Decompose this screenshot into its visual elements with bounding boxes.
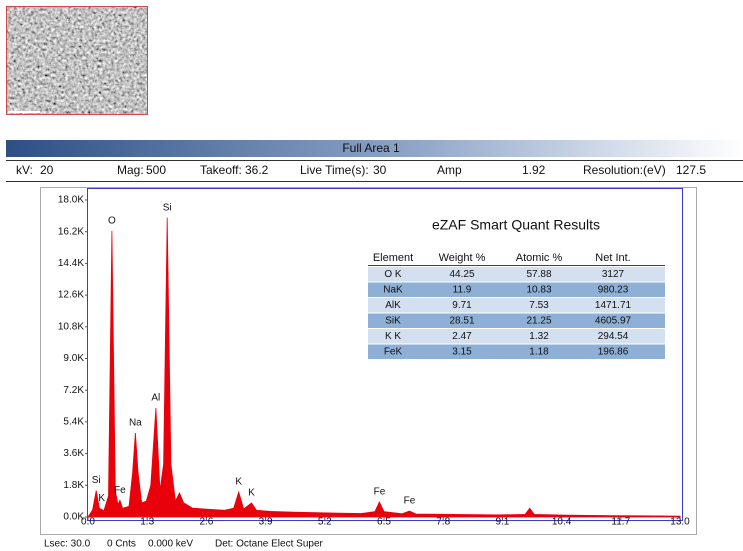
- x-tick-label: 9.1: [495, 517, 509, 528]
- info-value: 30: [373, 163, 387, 177]
- table-cell: 2.47: [452, 331, 472, 342]
- x-tick-label: 0.0: [81, 517, 95, 528]
- table-row: [368, 282, 665, 297]
- table-row: [368, 267, 665, 282]
- table-row: [368, 298, 665, 313]
- info-label: Takeoff:: [200, 163, 242, 177]
- info-value: 1.92: [522, 163, 546, 177]
- table-header: Atomic %: [516, 252, 563, 264]
- table-cell: 4605.97: [595, 316, 632, 327]
- content: kV: 20 Mag: 500 Takeoff: 36.2 Live Time(s): 30 A…: [16, 163, 706, 549]
- table-cell: 3.15: [452, 347, 472, 358]
- peak-label: Fe: [404, 496, 416, 507]
- y-tick-label: 3.6K: [63, 448, 84, 459]
- info-label: Live Time(s):: [300, 163, 369, 177]
- chart-frame: [40, 187, 697, 535]
- table-header: Net Int.: [595, 252, 630, 264]
- x-tick-label: 1.3: [140, 517, 154, 528]
- table-cell: 44.25: [449, 269, 474, 280]
- table-cell: 1471.71: [595, 300, 632, 311]
- y-tick-label: 14.4K: [58, 258, 84, 269]
- info-label: Mag:: [117, 163, 144, 177]
- x-tick-label: 3.9: [259, 517, 273, 528]
- x-tick-label: 5.2: [318, 517, 332, 528]
- table-row: [368, 344, 665, 359]
- header-title: Full Area 1: [342, 141, 400, 155]
- peak-label: Si: [92, 475, 101, 486]
- spectrum: [87, 217, 681, 518]
- x-tick-label: 11.7: [611, 517, 630, 528]
- info-value: 20: [40, 163, 54, 177]
- x-tick-label: 7.8: [436, 517, 450, 528]
- table-cell: 3127: [602, 269, 625, 280]
- table-cell: 10.83: [526, 285, 551, 296]
- sem-image: [6, 6, 148, 115]
- footer-text: Lsec: 30.0: [44, 539, 91, 550]
- x-tick-label: 6.5: [377, 517, 391, 528]
- y-tick-label: 1.8K: [63, 480, 84, 491]
- table-row: [368, 329, 665, 344]
- info-value: 36.2: [245, 163, 269, 177]
- table-cell: K K: [385, 331, 401, 342]
- info-label: kV:: [16, 163, 33, 177]
- table-cell: FeK: [384, 347, 403, 358]
- image-border: [6, 6, 148, 115]
- y-tick-label: 5.4K: [63, 417, 84, 428]
- table-cell: NaK: [383, 285, 403, 296]
- y-tick-label: 10.8K: [58, 321, 84, 332]
- peak-label: Na: [129, 418, 142, 429]
- y-tick-label: 9.0K: [63, 353, 84, 364]
- peak-label: Fe: [374, 487, 386, 498]
- header-bar: [6, 140, 743, 157]
- table-cell: 57.88: [526, 269, 551, 280]
- table-cell: AlK: [385, 300, 401, 311]
- plot-border: [87, 188, 683, 521]
- peak-label: K: [248, 488, 255, 499]
- table-header: Element: [373, 252, 413, 264]
- y-tick-label: 12.6K: [58, 290, 84, 301]
- table-cell: 1.18: [529, 347, 549, 358]
- table-title: eZAF Smart Quant Results: [432, 217, 600, 233]
- table-cell: 9.71: [452, 300, 472, 311]
- footer-text: 0.000 keV: [148, 539, 193, 550]
- footer-text: 0 Cnts: [107, 539, 136, 550]
- table-row: [368, 313, 665, 328]
- info-value: 127.5: [676, 163, 706, 177]
- info-label: Resolution:(eV): [583, 163, 666, 177]
- table-cell: 196.86: [598, 347, 629, 358]
- table-cell: 7.53: [529, 300, 549, 311]
- table-cell: 11.9: [453, 285, 472, 296]
- y-tick-label: 0.0K: [63, 512, 84, 523]
- peak-label: Al: [151, 393, 160, 404]
- table-header: Weight %: [439, 252, 486, 264]
- y-tick-label: 16.2K: [58, 226, 84, 237]
- info-label: Amp: [437, 163, 462, 177]
- peak-label: Si: [163, 202, 172, 213]
- table-cell: 980.23: [598, 285, 629, 296]
- peak-label: K: [98, 493, 105, 504]
- table-cell: 28.51: [449, 316, 474, 327]
- x-tick-label: 10.4: [552, 517, 572, 528]
- table-cell: 21.25: [526, 316, 551, 327]
- table-cell: SiK: [385, 316, 401, 327]
- footer-text: Det: Octane Elect Super: [215, 539, 324, 550]
- peak-label: O: [108, 216, 116, 227]
- x-tick-label: 2.6: [199, 517, 213, 528]
- peak-label: K: [235, 477, 242, 488]
- y-tick-label: 7.2K: [63, 385, 84, 396]
- table-cell: O K: [384, 269, 402, 280]
- table-cell: 294.54: [598, 331, 629, 342]
- y-tick-label: 18.0K: [58, 195, 84, 206]
- table-cell: 1.32: [529, 331, 549, 342]
- x-tick-label: 13.0: [670, 517, 690, 528]
- info-value: 500: [146, 163, 166, 177]
- peak-label: Fe: [114, 485, 126, 496]
